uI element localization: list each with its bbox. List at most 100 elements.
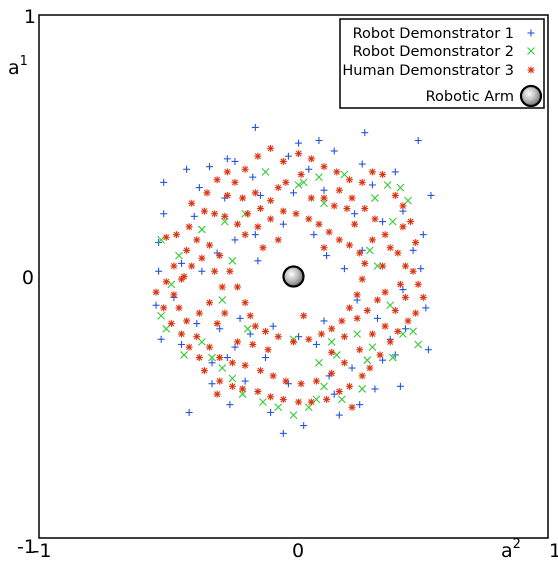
robot-demonstrator-1-point-47 [185, 408, 193, 416]
human-demonstrator-3-point-43 [228, 382, 236, 390]
human-demonstrator-3-point-50 [160, 304, 168, 312]
human-demonstrator-3-point-2 [185, 223, 193, 231]
human-demonstrator-3-point-136 [335, 186, 343, 194]
human-demonstrator-3-point-9 [267, 197, 275, 205]
human-demonstrator-3-point-49 [167, 320, 175, 328]
human-demonstrator-3-point-125 [198, 254, 206, 262]
robot-demonstrator-1-point-9 [358, 160, 366, 168]
robot-demonstrator-2-point-0 [299, 178, 308, 187]
robot-demonstrator-1-point-38 [241, 377, 249, 385]
robot-demonstrator-1-point-58 [190, 212, 198, 220]
human-demonstrator-3-point-24 [409, 267, 417, 275]
robot-demonstrator-2-point-5 [396, 183, 405, 192]
human-demonstrator-3-point-68 [328, 325, 336, 333]
human-demonstrator-3-point-92 [307, 155, 315, 163]
robot-demonstrator-1-point-2 [195, 184, 203, 192]
y-tick-max: 1 [24, 6, 36, 28]
human-demonstrator-3-point-17 [348, 194, 356, 202]
human-demonstrator-3-point-77 [325, 228, 333, 236]
x-tick-zero: 0 [292, 540, 304, 562]
human-demonstrator-3-point-52 [162, 278, 170, 286]
human-demonstrator-3-point-26 [419, 293, 427, 301]
legend-swatch-robotic-arm [519, 84, 543, 108]
human-demonstrator-3-point-3 [200, 207, 208, 215]
human-demonstrator-3-point-23 [401, 262, 409, 270]
x-tick-max: 1 [549, 540, 558, 562]
human-demonstrator-3-point-30 [386, 338, 394, 346]
human-demonstrator-3-point-158 [180, 273, 188, 280]
human-demonstrator-3-point-152 [274, 236, 282, 244]
human-demonstrator-3-point-97 [368, 168, 376, 176]
robot-demonstrator-2-point-35 [175, 251, 183, 260]
robot-demonstrator-1-point-12 [361, 129, 369, 137]
robot-demonstrator-1-point-37 [223, 354, 231, 362]
human-demonstrator-3-point-54 [183, 246, 191, 254]
robot-demonstrator-1-point-73 [231, 343, 239, 351]
human-demonstrator-3-point-112 [282, 377, 290, 385]
human-demonstrator-3-point-116 [228, 359, 236, 367]
human-demonstrator-3-point-139 [379, 262, 387, 270]
human-demonstrator-3-point-45 [200, 367, 208, 375]
human-demonstrator-3-point-10 [274, 184, 282, 192]
human-demonstrator-3-point-117 [216, 354, 224, 362]
robot-demonstrator-1-point-24 [310, 231, 318, 239]
robot-demonstrator-2-point-9 [365, 246, 374, 255]
human-demonstrator-3-point-86 [231, 178, 239, 186]
x-axis-label: a2 [501, 537, 521, 562]
legend-swatches [519, 29, 543, 108]
human-demonstrator-3-point-135 [251, 189, 259, 197]
robot-demonstrator-2-point-16 [368, 343, 377, 351]
x-tick-min: -1 [33, 540, 52, 562]
robot-demonstrator-1-point-6 [284, 152, 292, 160]
human-demonstrator-3-point-11 [282, 178, 290, 186]
human-demonstrator-3-point-64 [274, 333, 282, 341]
human-demonstrator-3-point-91 [295, 150, 303, 158]
human-demonstrator-3-point-145 [328, 348, 336, 356]
human-demonstrator-3-point-1 [172, 231, 180, 239]
robot-demonstrator-1-point-40 [300, 422, 308, 430]
robot-demonstrator-1-point-43 [356, 401, 364, 409]
human-demonstrator-3-point-157 [213, 390, 221, 398]
robot-demonstrator-2-point-24 [274, 403, 283, 412]
robot-demonstrator-2-point-37 [197, 225, 206, 234]
robot-demonstrator-1-point-8 [330, 147, 338, 155]
x-axis-label-sup: 2 [513, 537, 521, 552]
robot-demonstrator-1-point-82 [295, 139, 303, 147]
human-demonstrator-3-point-80 [292, 210, 300, 218]
human-demonstrator-3-point-99 [391, 191, 399, 199]
human-demonstrator-3-point-154 [399, 223, 407, 231]
human-demonstrator-3-point-141 [373, 296, 381, 304]
human-demonstrator-3-point-41 [254, 388, 262, 396]
human-demonstrator-3-point-118 [206, 343, 214, 351]
robot-demonstrator-1-point-33 [152, 301, 160, 309]
robot-demonstrator-1-point-71 [330, 390, 338, 398]
axis-labels: 1 0 -1 -1 0 1 a1 a2 [8, 6, 558, 562]
human-demonstrator-3-point-132 [213, 176, 221, 184]
robot-demonstrator-1-point-51 [312, 340, 320, 348]
robot-demonstrator-2-point-49 [261, 168, 270, 176]
human-demonstrator-3-point-114 [256, 367, 264, 375]
robot-demonstrator-1-point-60 [256, 191, 264, 199]
y-tick-zero: 0 [22, 267, 34, 289]
robot-demonstrator-1-point-5 [251, 123, 259, 131]
human-demonstrator-3-point-5 [221, 212, 229, 220]
human-demonstrator-3-point-110 [312, 377, 320, 385]
robot-demonstrator-1-point-53 [269, 322, 277, 330]
human-demonstrator-3-point-40 [267, 393, 275, 401]
human-demonstrator-3-point-124 [188, 262, 196, 270]
human-demonstrator-3-point-121 [175, 304, 183, 312]
human-demonstrator-3-point-127 [218, 283, 226, 291]
human-demonstrator-3-point-131 [203, 189, 211, 197]
human-demonstrator-3-point-155 [396, 280, 404, 288]
human-demonstrator-3-point-31 [376, 351, 384, 359]
human-demonstrator-3-point-81 [279, 207, 287, 215]
human-demonstrator-3-point-94 [333, 168, 341, 176]
robot-demonstrator-2-point-6 [404, 196, 412, 205]
human-demonstrator-3-point-7 [244, 210, 252, 218]
x-axis-label-base: a [501, 540, 513, 562]
human-demonstrator-3-point-109 [328, 369, 336, 377]
robot-demonstrator-1-point-62 [320, 186, 328, 194]
human-demonstrator-3-point-159 [259, 244, 267, 252]
human-demonstrator-3-point-96 [358, 178, 366, 186]
